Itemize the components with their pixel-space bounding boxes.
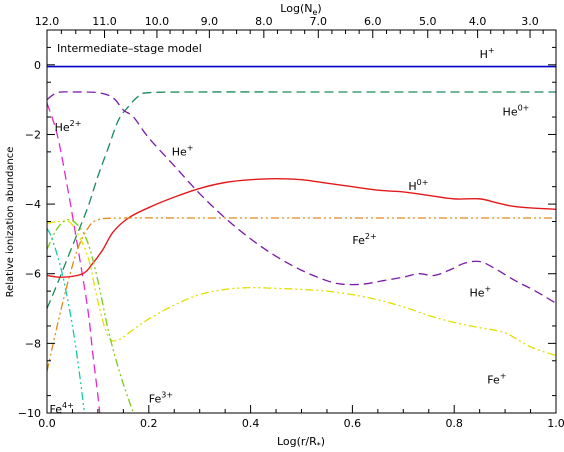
y-tick-label: −4: [25, 198, 41, 211]
series-label-fe2plus: Fe2+: [352, 232, 376, 247]
y-tick-label: −10: [18, 407, 41, 420]
x-tick-label: 0.4: [242, 417, 260, 430]
series-label-base: He: [503, 105, 518, 118]
top-tick-label: 3.0: [521, 15, 539, 28]
top-axis-label-base: Log(N: [280, 2, 312, 15]
top-tick-label: 9.0: [201, 15, 219, 28]
series-label-base: He: [172, 145, 187, 158]
top-tick-label: 4.0: [469, 15, 487, 28]
series-label-base: Fe: [487, 373, 500, 386]
x-tick-label: 0.0: [38, 417, 56, 430]
x-axis-label-close: ): [321, 435, 325, 448]
top-tick-label: 7.0: [310, 15, 328, 28]
x-axis-label-sub: *: [317, 441, 321, 450]
series-label-sup: 3+: [161, 391, 173, 400]
series-line-h0plus: [47, 177, 556, 278]
y-tick-label: −2: [25, 128, 41, 141]
series-line-heplus: [47, 91, 556, 304]
series-label-h0plus: H0+: [408, 178, 428, 193]
series-label-fe4plus: Fe4+: [50, 401, 74, 416]
series-line-he0plus: [47, 91, 556, 309]
x-tick-label: 0.6: [344, 417, 362, 430]
y-tick-label: 0: [34, 59, 41, 72]
ticks-layer: 0.0 0.2 0.4 0.6 0.8 1.0 0 −2 −4 −6 −8 −10 12.0 11.0 10…: [18, 15, 564, 430]
series-label-sup: +: [187, 143, 194, 152]
series-label-sup: 0+: [518, 103, 530, 112]
series-line-fe3plus: [47, 219, 135, 413]
x-tick-label: 0.2: [140, 417, 158, 430]
top-tick-label: 5.0: [419, 15, 437, 28]
series-label-base: He: [55, 121, 70, 134]
series-label-base: Fe: [50, 403, 63, 416]
top-tick-label: 11.0: [92, 15, 117, 28]
top-tick-label: 12.0: [35, 15, 60, 28]
top-axis-label: Log(Ne): [280, 2, 321, 17]
series-label-he2plus: He2+: [55, 119, 82, 134]
top-tick-label: 10.0: [145, 15, 170, 28]
series-label-base: Fe: [352, 234, 365, 247]
series-label-base: He: [469, 286, 484, 299]
y-tick-label: −8: [25, 337, 41, 350]
series-label-hplus: H+: [480, 46, 495, 61]
top-tick-label: 8.0: [255, 15, 273, 28]
series-layer: [47, 65, 556, 413]
x-axis-label: Log(r/R*): [277, 435, 325, 450]
top-axis-label-close: ): [317, 2, 321, 15]
x-tick-label: 0.8: [445, 417, 463, 430]
series-label-sup: 4+: [62, 401, 74, 410]
top-tick-label: 6.0: [364, 15, 382, 28]
series-label-fe3plus: Fe3+: [149, 391, 173, 406]
series-labels: H+He0+He+He2+H0+Fe2+He+Fe+Fe3+Fe4+: [50, 46, 530, 416]
series-label-base: Fe: [149, 393, 162, 406]
x-axis-label-base: Log(r/R: [277, 435, 317, 448]
series-line-feplus: [47, 220, 556, 357]
top-axis-label-sub: e: [312, 8, 317, 17]
series-line-he2plus: [47, 102, 101, 413]
series-label-feplus: Fe+: [487, 371, 506, 386]
series-label-sup: 2+: [365, 232, 377, 241]
series-label-sup: +: [500, 371, 507, 380]
series-label-he0plus: He0+: [503, 103, 530, 118]
series-label-sup: 0+: [417, 178, 429, 187]
series-label-sup: +: [485, 284, 492, 293]
model-annotation: Intermediate–stage model: [57, 42, 202, 55]
series-label-sup: +: [488, 46, 495, 55]
series-line-fe2plus: [47, 217, 556, 372]
y-tick-label: −6: [25, 268, 41, 281]
series-label-base: H: [480, 48, 488, 61]
x-tick-label: 1.0: [547, 417, 564, 430]
series-label-heplus: He+: [469, 284, 491, 299]
series-label-base: H: [408, 180, 416, 193]
series-line-fe4plus: [47, 228, 86, 413]
y-axis-label: Relative ionization abundance: [5, 147, 16, 298]
series-label-heplus: He+: [172, 143, 194, 158]
series-label-sup: 2+: [70, 119, 82, 128]
